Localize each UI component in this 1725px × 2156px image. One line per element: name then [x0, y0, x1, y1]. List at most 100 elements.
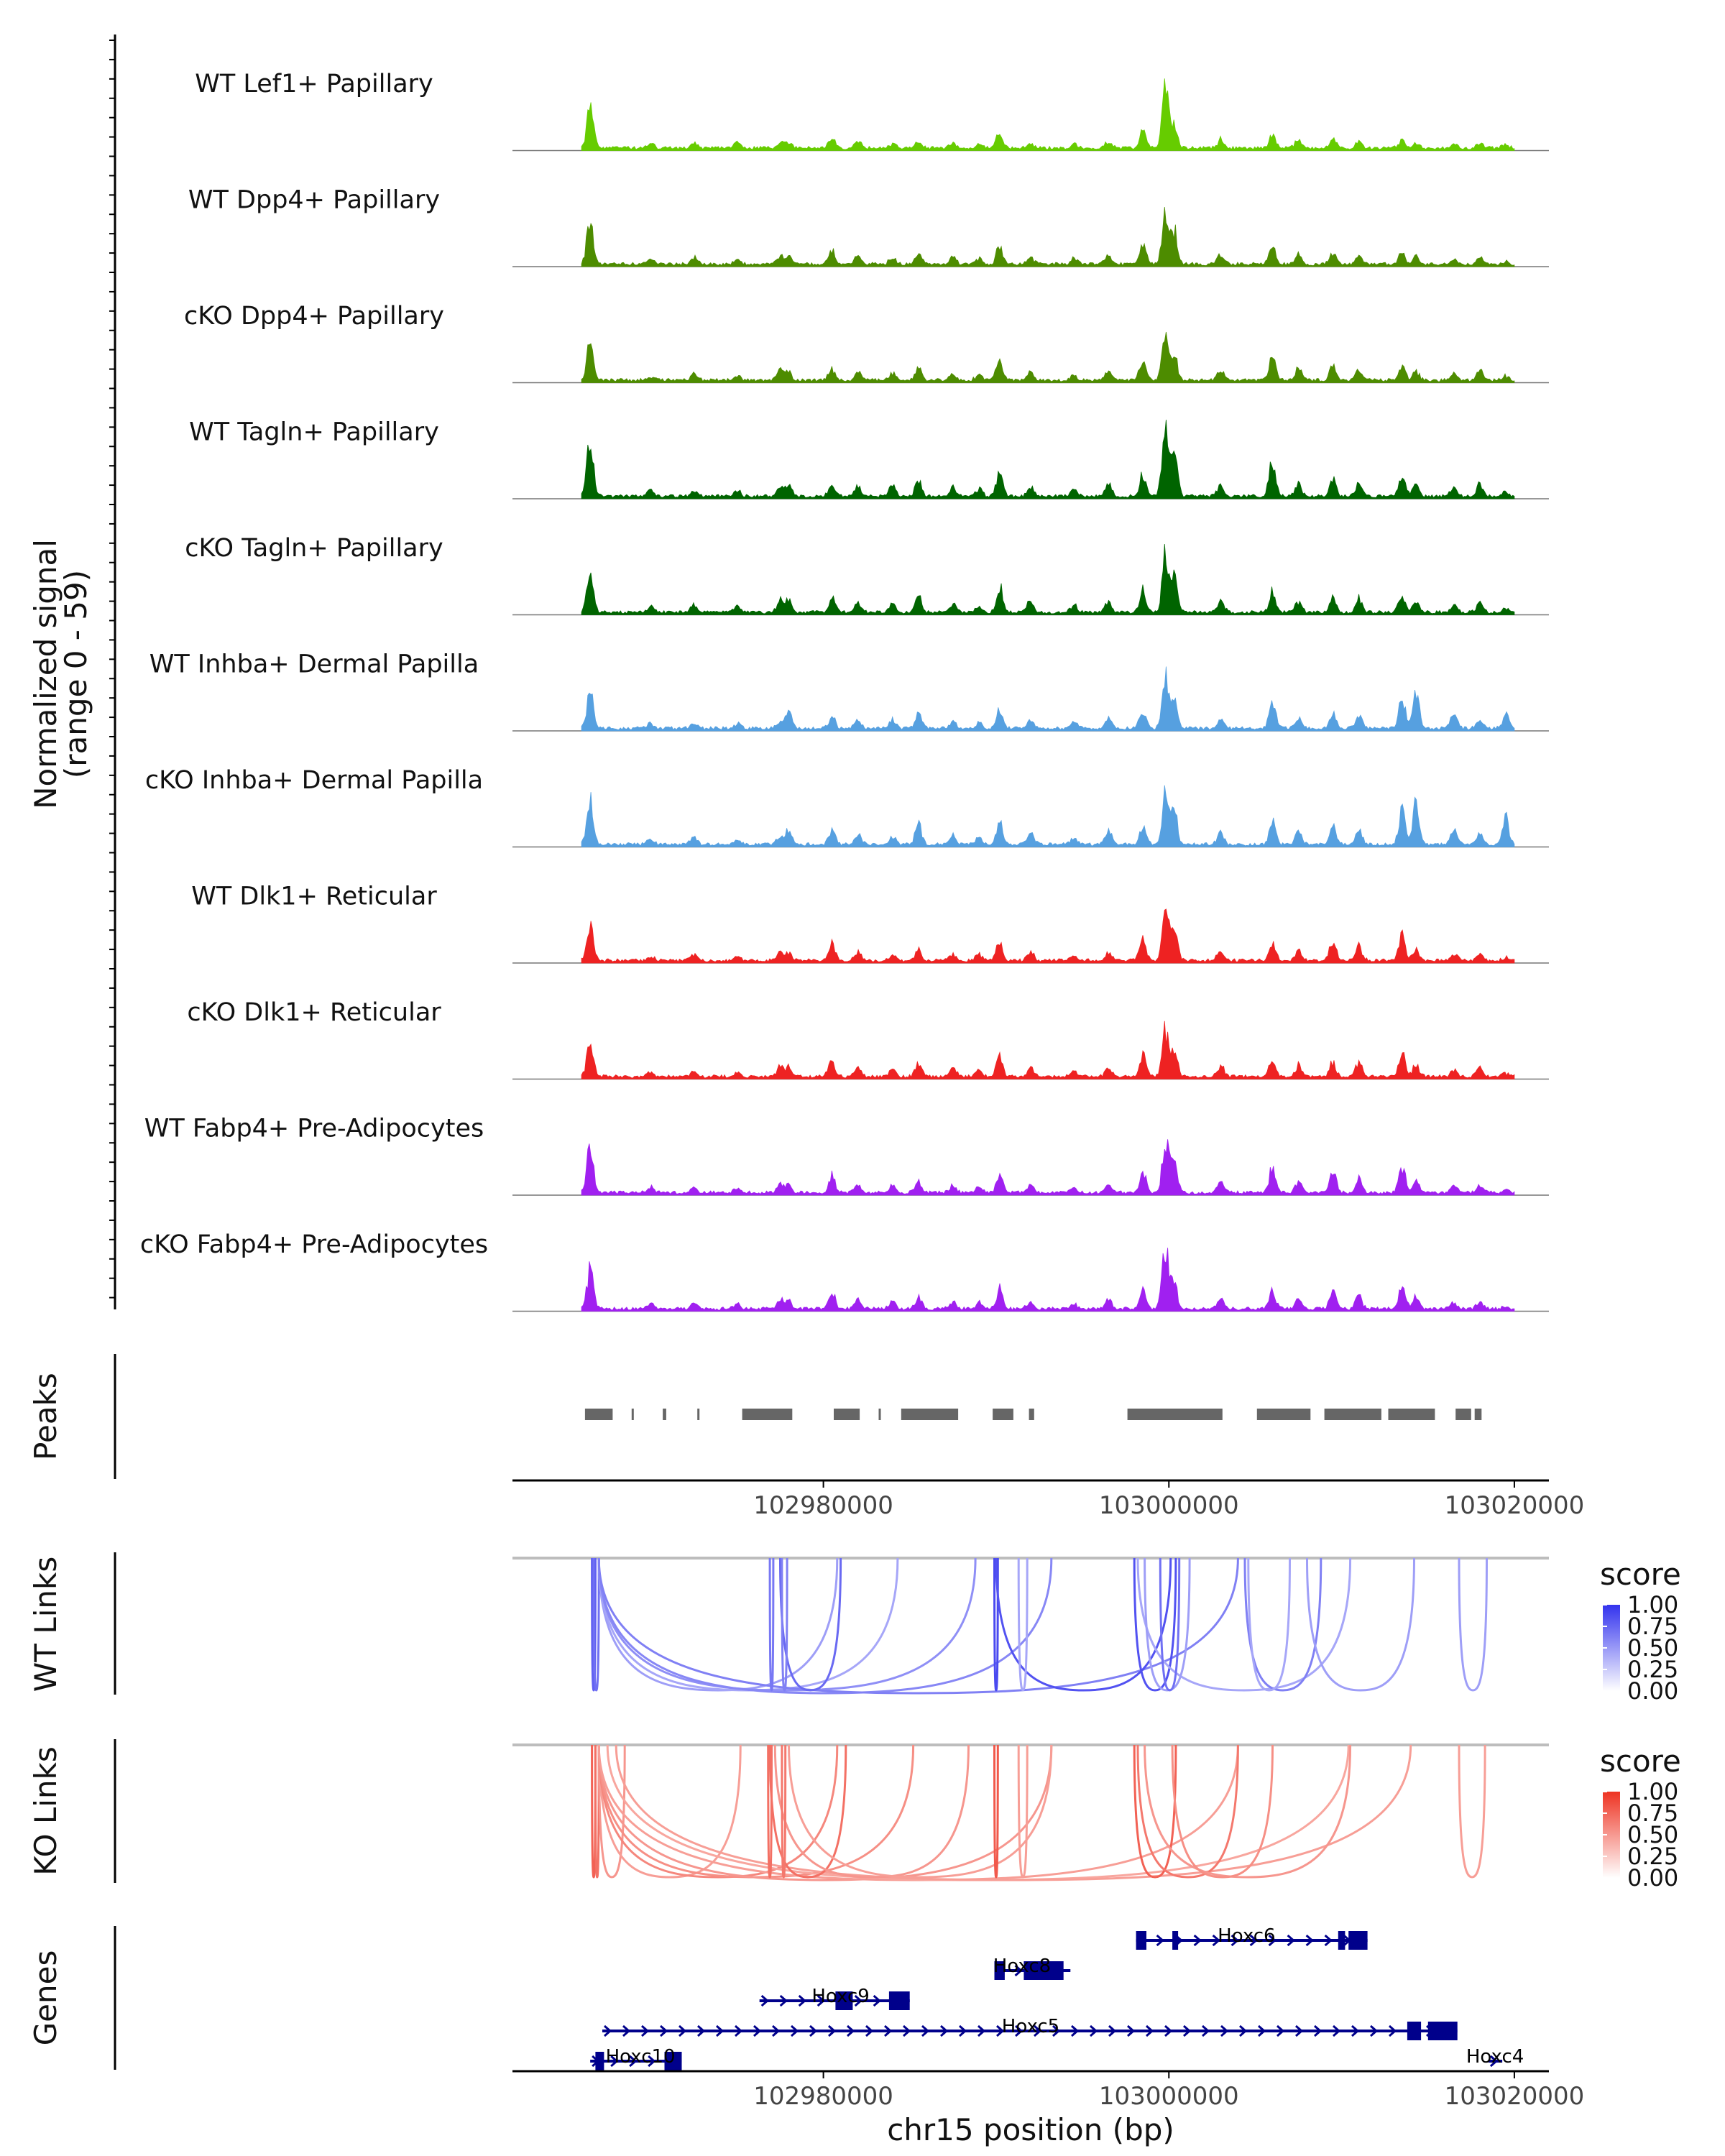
gene-strand-arrow	[659, 2024, 668, 2037]
legend-tick-label: 0.00	[1627, 1677, 1678, 1705]
gene-strand-arrow	[1193, 1934, 1202, 1947]
gene-strand-arrow	[1126, 2024, 1136, 2037]
wt-legend-ticks: 1.000.750.500.250.00	[1603, 1591, 1678, 1705]
coverage-track-label: WT Lef1+ Papillary	[195, 70, 433, 98]
gene-strand-arrow	[678, 2024, 687, 2037]
peak-bar	[993, 1409, 1013, 1420]
link-arc	[1133, 1557, 1177, 1692]
peak-bar	[742, 1409, 793, 1420]
coverage-tracks: WT Lef1+ Papillary WT Dpp4+ Papillary cKO …	[140, 70, 1549, 1312]
coverage-track-label: WT Tagln+ Papillary	[189, 418, 439, 447]
gene-exon	[1172, 1931, 1179, 1950]
wt-links-label: WT Links	[28, 1557, 63, 1692]
x-tick-label: 103020000	[1445, 1491, 1585, 1520]
peak-bars	[584, 1409, 1482, 1420]
x-tick-label: 103000000	[1099, 2082, 1239, 2111]
gene-exon	[1348, 1931, 1368, 1950]
link-arc	[1136, 1557, 1352, 1692]
coverage-track: cKO Inhba+ Dermal Papilla	[145, 766, 1549, 848]
coverage-track-label: cKO Dlk1+ Reticular	[187, 998, 441, 1027]
gene-name-label: Hoxc6	[1218, 1925, 1275, 1947]
link-arc	[597, 1557, 1053, 1695]
gene-exon	[1407, 2022, 1422, 2040]
gene-exon	[1427, 2022, 1458, 2040]
link-arc	[1243, 1557, 1322, 1692]
gene-strand-arrow	[622, 2024, 631, 2037]
coverage-track-label: cKO Tagln+ Papillary	[185, 534, 443, 563]
coverage-track-label: WT Dpp4+ Papillary	[188, 186, 440, 215]
gene-strand-arrow	[1201, 2024, 1210, 2037]
peaks-panel: Peaks 102980000 103000000 103020000	[28, 1354, 1584, 1520]
link-arc	[597, 1557, 1239, 1695]
gene-strand-arrow	[1070, 2024, 1080, 2037]
gene-strand-arrow	[902, 2024, 911, 2037]
gene-strand-arrow	[995, 2024, 1005, 2037]
gene-strand-arrow	[640, 2024, 650, 2037]
gene-strand-arrow	[715, 2024, 724, 2037]
coverage-panel: Normalized signal (range 0 - 59) WT Lef1…	[28, 34, 1549, 1312]
link-arc	[767, 1744, 773, 1879]
gene-strand-arrow	[1182, 2024, 1192, 2037]
x-tick-label: 103020000	[1445, 2082, 1585, 2111]
link-arc	[768, 1744, 847, 1879]
coverage-signal-area	[581, 1021, 1515, 1079]
coverage-track: cKO Tagln+ Papillary	[185, 534, 1549, 616]
link-arc	[788, 1744, 1053, 1879]
link-arc	[1159, 1557, 1181, 1692]
coverage-track-label: cKO Fabp4+ Pre-Adipocytes	[140, 1230, 488, 1259]
coverage-track: WT Dlk1+ Reticular	[191, 883, 1549, 964]
gene-strand-arrow	[865, 2024, 874, 2037]
gene-name-label: Hoxc8	[993, 1955, 1051, 1977]
gene-model: Hoxc6	[1136, 1925, 1368, 1950]
link-arc	[1306, 1557, 1415, 1692]
gene-strand-arrow	[1313, 2024, 1322, 2037]
coverage-track-label: WT Fabp4+ Pre-Adipocytes	[144, 1115, 484, 1143]
gene-exon	[664, 2052, 682, 2070]
gene-name-label: Hoxc4	[1466, 2046, 1524, 2068]
coverage-track: WT Tagln+ Papillary	[189, 418, 1549, 499]
gene-strand-arrow	[854, 1994, 862, 2007]
link-arc	[591, 1557, 597, 1692]
gene-name-label: Hoxc9	[811, 1986, 869, 2007]
link-arc	[1017, 1557, 1029, 1692]
coverage-track: WT Dpp4+ Papillary	[188, 186, 1549, 267]
gene-exon	[994, 1961, 1005, 1980]
gene-strand-arrow	[629, 2055, 638, 2068]
x-tick-label: 102980000	[753, 2082, 893, 2111]
link-arc	[597, 1744, 742, 1879]
gene-strand-arrow	[790, 2024, 799, 2037]
gene-model: Hoxc4	[1466, 2046, 1524, 2068]
gene-strand-arrow	[1351, 2024, 1360, 2037]
link-arc	[597, 1744, 839, 1879]
link-arc	[1144, 1744, 1352, 1879]
peak-bar	[901, 1409, 959, 1420]
gene-exon	[595, 2052, 604, 2070]
coverage-track: WT Inhba+ Dermal Papilla	[150, 650, 1549, 732]
gene-strand-arrow	[760, 1994, 769, 2007]
legend-tick-label: 0.75	[1627, 1613, 1678, 1640]
peak-bar	[1388, 1409, 1435, 1420]
legend-tick-label: 0.25	[1627, 1656, 1678, 1683]
wt-links-panel: WT Links score 1.000.750.500.250.00	[28, 1552, 1681, 1705]
gene-exon	[1024, 1961, 1064, 1980]
gene-strand-arrow	[1238, 2024, 1248, 2037]
gene-strand-arrow	[753, 2024, 762, 2037]
gene-strand-arrow	[1052, 2024, 1061, 2037]
link-arc	[993, 1744, 999, 1879]
gene-strand-arrow	[1287, 1934, 1295, 1947]
link-arc	[1136, 1744, 1239, 1879]
link-arc	[1017, 1744, 1029, 1879]
gene-strand-arrow	[939, 2024, 949, 2037]
gene-strand-arrow	[798, 1994, 806, 2007]
gene-exon	[1136, 1931, 1146, 1950]
gene-strand-arrow	[1089, 2024, 1098, 2037]
coverage-signal-area	[581, 543, 1515, 615]
gene-strand-arrow	[1294, 2024, 1304, 2037]
coverage-track: cKO Fabp4+ Pre-Adipocytes	[140, 1230, 1549, 1312]
gene-model: Hoxc9	[759, 1986, 910, 2010]
gene-strand-arrow	[958, 2024, 967, 2037]
gene-strand-arrow	[1014, 1964, 1023, 1977]
gene-exon	[888, 1991, 910, 2010]
coverage-track: cKO Dlk1+ Reticular	[187, 998, 1549, 1080]
gene-strand-arrow	[1108, 2024, 1117, 2037]
